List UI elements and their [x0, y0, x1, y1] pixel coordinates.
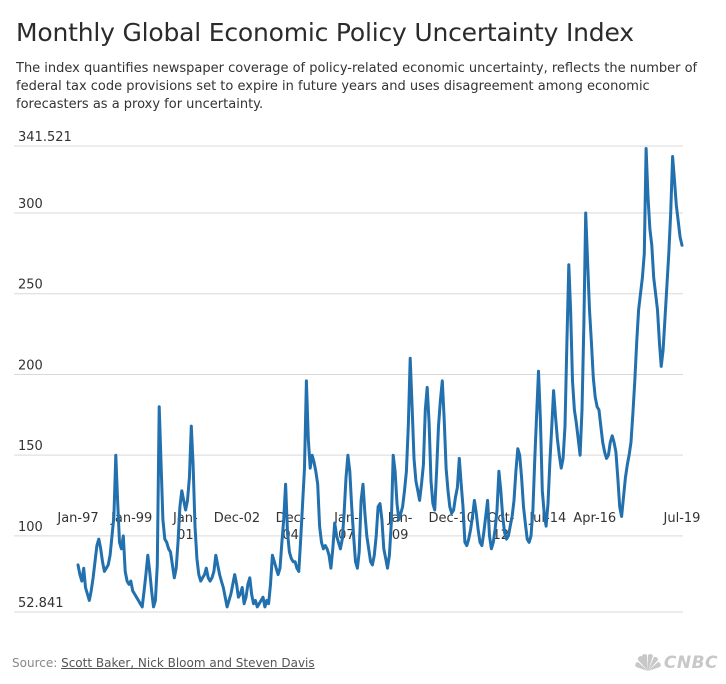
y-tick-label: 150 — [18, 439, 43, 454]
series-line-global-epu — [76, 147, 684, 609]
chart-subtitle: The index quantifies newspaper coverage … — [16, 61, 698, 112]
peacock-icon — [635, 654, 661, 671]
y-tick-label: 250 — [18, 278, 43, 293]
x-tick-label: Jan-97 — [56, 511, 98, 526]
cnbc-logo: CNBC — [635, 653, 718, 673]
line-chart: 341.521 300 250 200 150 100 52.841 Jan-97 Jan-9… — [14, 130, 701, 613]
x-tick-label: Apr-16 — [573, 511, 616, 526]
y-tick-label: 341.521 — [18, 130, 72, 145]
source-link[interactable]: Scott Baker, Nick Bloom and Steven Davis — [61, 656, 315, 670]
y-tick-label: 52.841 — [18, 596, 64, 611]
source-label: Source: — [12, 656, 58, 670]
source-footer: Source: Scott Baker, Nick Bloom and Stev… — [12, 656, 315, 670]
y-tick-label: 100 — [18, 520, 43, 535]
x-tick-label: Dec-02 — [214, 511, 260, 526]
y-tick-label: 300 — [18, 197, 43, 212]
y-tick-label: 200 — [18, 358, 43, 373]
y-axis-ticks: 341.521 300 250 200 150 100 52.841 — [18, 130, 72, 611]
chart-title: Monthly Global Economic Policy Uncertain… — [16, 18, 634, 47]
cnbc-wordmark: CNBC — [663, 653, 718, 673]
x-tick-label: Jan-09 — [387, 511, 413, 543]
x-tick-label: Jan-99 — [110, 511, 152, 526]
x-tick-label: Jul-19 — [663, 511, 701, 526]
